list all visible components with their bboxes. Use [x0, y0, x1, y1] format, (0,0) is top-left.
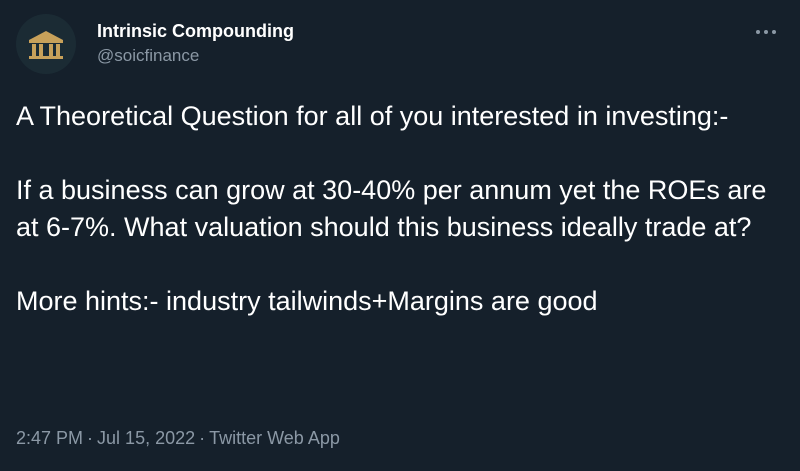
tweet-paragraph: A Theoretical Question for all of you in… — [16, 101, 729, 131]
user-handle[interactable]: @soicfinance — [97, 46, 200, 65]
bank-building-icon — [16, 14, 76, 74]
tweet-header: Intrinsic Compounding @soicfinance — [16, 14, 784, 78]
avatar[interactable] — [16, 14, 76, 74]
tweet-time[interactable]: 2:47 PM — [16, 428, 84, 448]
tweet-source[interactable]: Twitter Web App — [209, 428, 340, 448]
more-options-icon — [756, 30, 776, 34]
separator: · — [199, 428, 206, 448]
tweet-meta: 2:47 PM · Jul 15, 2022 · Twitter Web App — [16, 424, 340, 452]
tweet-paragraph: If a business can grow at 30-40% per ann… — [16, 175, 767, 242]
tweet-date[interactable]: Jul 15, 2022 — [97, 428, 196, 448]
display-name[interactable]: Intrinsic Compounding — [97, 21, 294, 41]
tweet-paragraph: More hints:- industry tailwinds+Margins … — [16, 286, 598, 316]
author-names: Intrinsic Compounding @soicfinance — [97, 18, 294, 68]
separator: · — [87, 428, 94, 448]
tweet-text: A Theoretical Question for all of you in… — [16, 98, 776, 320]
more-options-button[interactable] — [752, 22, 780, 42]
